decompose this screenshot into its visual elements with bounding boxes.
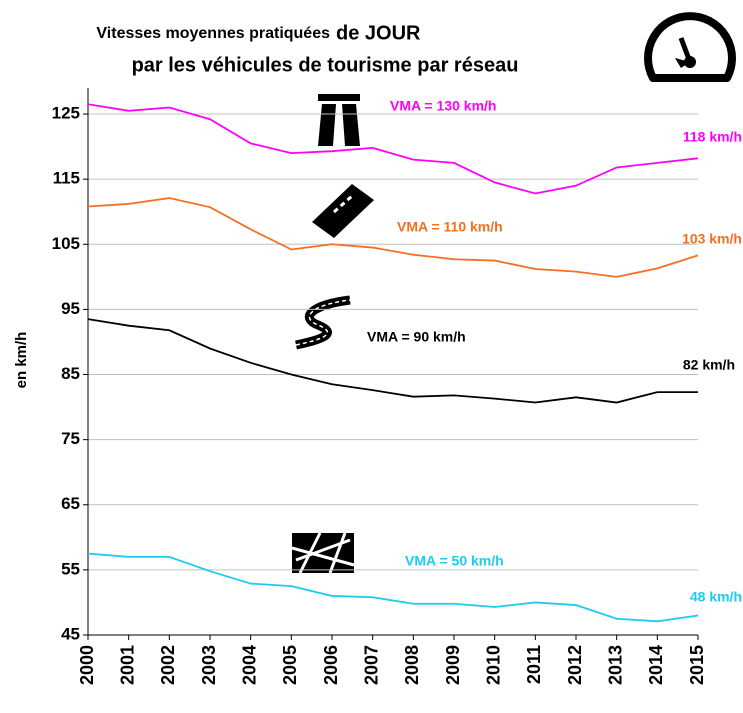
city-icon [291, 532, 355, 574]
x-tick-label: 2013 [605, 645, 625, 685]
chart-title: par les véhicules de tourisme par réseau [132, 54, 519, 76]
chart-title: de JOUR [336, 22, 421, 44]
x-tick-label: 2004 [239, 645, 259, 685]
y-axis-label: en km/h [13, 332, 30, 389]
y-tick-label: 115 [53, 169, 80, 188]
y-tick-label: 85 [61, 364, 80, 383]
series-annotation: VMA = 110 km/h [397, 219, 503, 235]
x-tick-label: 2014 [646, 645, 666, 685]
road-icon [312, 184, 374, 238]
x-tick-label: 2003 [199, 645, 219, 685]
x-tick-label: 2011 [524, 645, 544, 684]
x-tick-label: 2010 [483, 645, 503, 685]
x-tick-label: 2000 [77, 645, 97, 685]
end-label: 48 km/h [690, 589, 742, 605]
series-line [87, 103, 699, 195]
x-tick-label: 2007 [361, 645, 381, 685]
series-annotation: VMA = 50 km/h [405, 553, 504, 569]
speedometer-icon [644, 12, 736, 82]
x-tick-label: 2006 [321, 645, 341, 685]
series-line [87, 197, 699, 278]
series-annotation: VMA = 90 km/h [367, 329, 466, 345]
motorway-icon [318, 94, 360, 146]
series-line [87, 552, 699, 623]
end-label: 82 km/h [683, 357, 735, 373]
series-annotation: VMA = 130 km/h [390, 98, 496, 114]
y-tick-label: 95 [61, 299, 80, 318]
x-tick-label: 2002 [158, 645, 178, 685]
winding-road-icon [295, 295, 351, 350]
y-tick-label: 65 [61, 494, 80, 513]
y-tick-label: 125 [52, 104, 80, 123]
x-tick-label: 2015 [687, 645, 707, 685]
end-label: 103 km/h [682, 231, 742, 247]
chart-title: Vitesses moyennes pratiquées [96, 25, 330, 42]
y-tick-label: 55 [61, 559, 80, 578]
end-label: 118 km/h [683, 129, 742, 145]
y-tick-label: 45 [61, 624, 80, 643]
x-tick-label: 2001 [117, 645, 137, 685]
x-tick-label: 2005 [280, 645, 300, 685]
x-tick-label: 2012 [565, 645, 585, 685]
x-tick-label: 2009 [443, 645, 463, 685]
y-tick-label: 105 [52, 234, 80, 253]
y-tick-label: 75 [61, 429, 80, 448]
series-line [87, 318, 698, 404]
x-tick-label: 2008 [402, 645, 422, 685]
